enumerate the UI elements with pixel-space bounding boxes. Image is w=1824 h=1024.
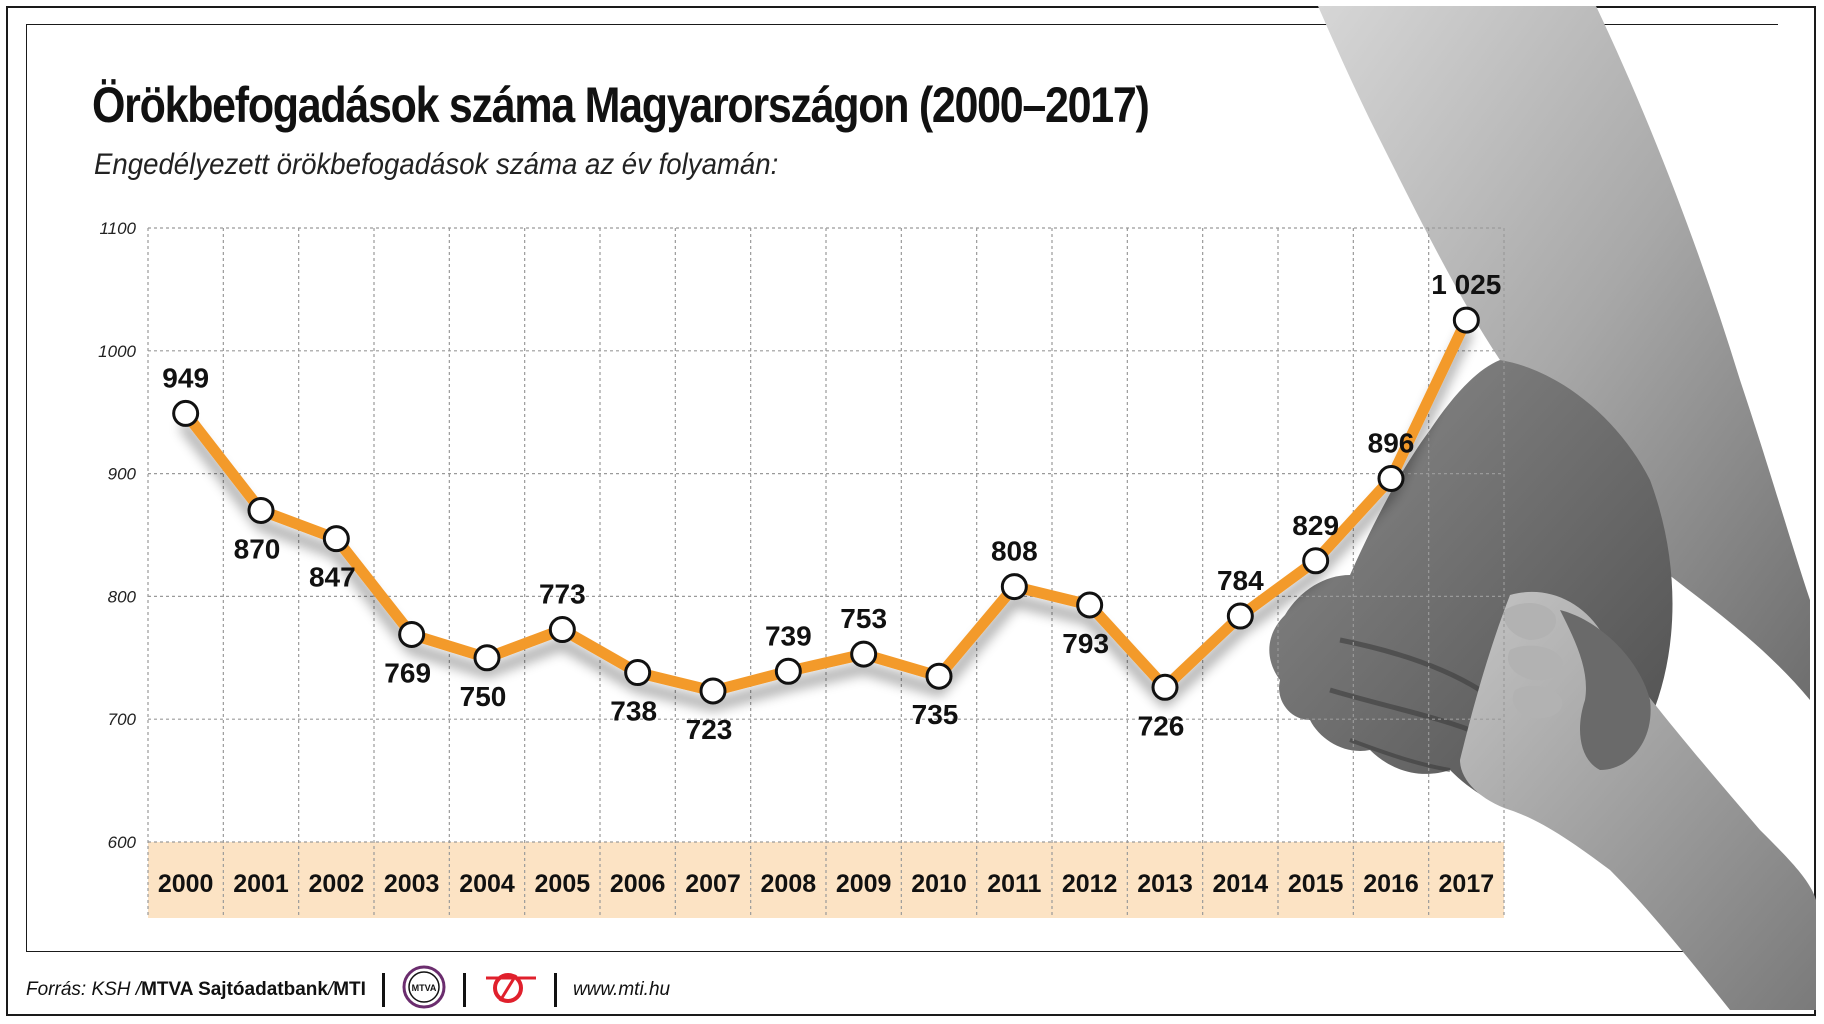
data-label: 735 [912, 699, 959, 730]
data-point [1302, 547, 1330, 575]
data-point [473, 644, 501, 672]
data-label: 847 [309, 562, 356, 593]
data-label: 896 [1368, 428, 1415, 459]
data-label: 949 [162, 362, 209, 393]
data-point [1151, 673, 1179, 701]
y-tick-label: 1000 [98, 342, 136, 361]
y-tick-label: 600 [108, 833, 137, 852]
x-tick-label: 2013 [1137, 870, 1193, 898]
x-tick-label: 2005 [535, 870, 591, 898]
x-tick-label: 2003 [384, 870, 440, 898]
data-point [624, 659, 652, 687]
mtva-logo-text: MTVA [412, 983, 437, 993]
data-point [247, 496, 275, 524]
x-tick-label: 2006 [610, 870, 666, 898]
source-mti: MTI [333, 979, 366, 1000]
data-point [548, 616, 576, 644]
data-point [1226, 602, 1254, 630]
data-point [1452, 306, 1480, 334]
data-point [699, 677, 727, 705]
data-label: 753 [840, 603, 887, 634]
chart-subtitle: Engedélyezett örökbefogadások száma az é… [94, 148, 779, 181]
x-tick-label: 2011 [987, 870, 1041, 898]
data-point [1000, 573, 1028, 601]
data-label: 773 [539, 579, 586, 610]
data-label: 870 [234, 533, 281, 564]
data-point [1076, 591, 1104, 619]
series-line [180, 314, 1472, 697]
data-point [398, 620, 426, 648]
x-tick-label: 2002 [309, 870, 365, 898]
y-tick-label: 700 [108, 710, 137, 729]
data-point [774, 657, 802, 685]
data-point [322, 525, 350, 553]
y-tick-label: 900 [108, 465, 137, 484]
x-tick-label: 2017 [1439, 870, 1495, 898]
outer-frame [6, 6, 1816, 1016]
footer-divider [381, 973, 385, 1007]
data-label: 808 [991, 536, 1038, 567]
x-tick-label: 2010 [911, 870, 967, 898]
x-tick-label: 2016 [1363, 870, 1419, 898]
data-label: 750 [460, 681, 507, 712]
x-tick-label: 2015 [1288, 870, 1344, 898]
data-point [850, 640, 878, 668]
chart-title: Örökbefogadások száma Magyarországon (20… [92, 77, 1150, 133]
source-separator: / [327, 979, 334, 1000]
y-tick-label: 800 [108, 587, 137, 606]
x-tick-label: 2008 [761, 870, 817, 898]
y-tick-label: 1100 [99, 219, 136, 238]
data-label: 793 [1062, 628, 1109, 659]
data-label: 769 [384, 657, 431, 688]
mti-logo-icon [482, 967, 538, 1013]
data-label: 1 025 [1431, 269, 1501, 300]
x-tick-label: 2007 [685, 870, 741, 898]
data-label: 726 [1138, 710, 1185, 741]
data-point [925, 662, 953, 690]
data-label: 738 [610, 696, 657, 727]
data-label: 784 [1217, 565, 1264, 596]
footer-url: www.mti.hu [572, 979, 671, 1000]
footer-divider [462, 973, 466, 1007]
mtva-logo-icon: MTVA [401, 964, 447, 1016]
footer: Forrás: KSH / MTVA Sajtóadatbank / MTI M… [26, 965, 671, 1013]
x-tick-label: 2000 [158, 870, 214, 898]
data-label: 829 [1292, 510, 1339, 541]
x-tick-label: 2014 [1213, 870, 1269, 898]
footer-divider [553, 973, 557, 1007]
source-mtva: MTVA Sajtóadatbank [141, 979, 328, 1000]
data-label: 723 [686, 714, 733, 745]
data-point [1377, 465, 1405, 493]
data-point [172, 399, 200, 427]
x-tick-label: 2012 [1062, 870, 1118, 898]
chart-panel-border [26, 24, 1778, 952]
x-tick-label: 2001 [233, 870, 289, 898]
source-prefix: Forrás: KSH / [26, 979, 142, 1000]
data-label: 739 [765, 620, 812, 651]
x-tick-label: 2004 [459, 870, 515, 898]
x-tick-label: 2009 [836, 870, 892, 898]
